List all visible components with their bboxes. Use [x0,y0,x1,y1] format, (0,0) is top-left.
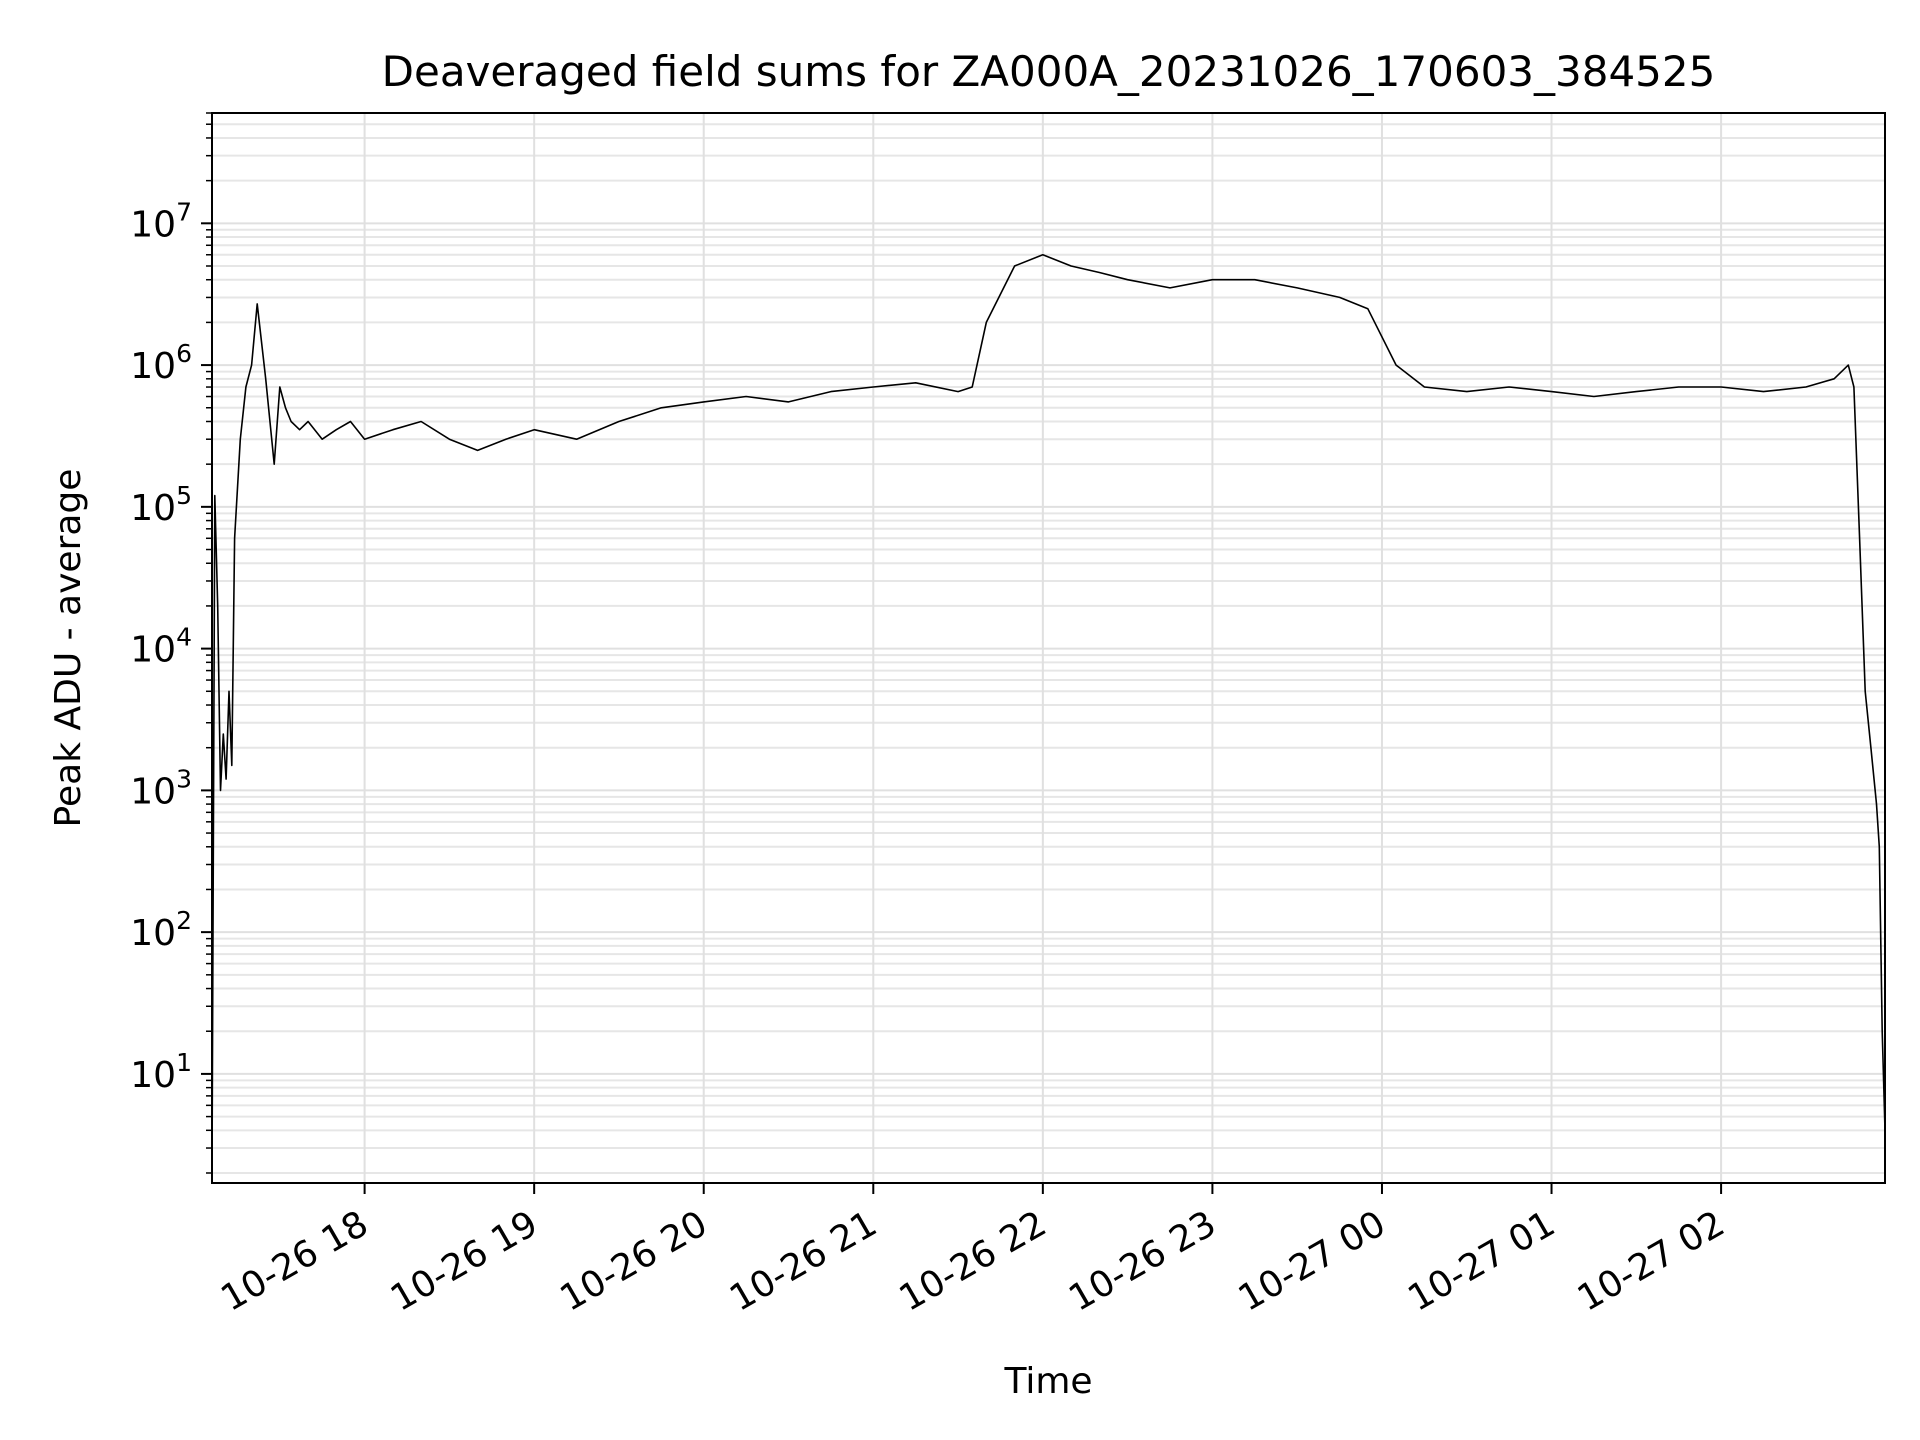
series-line [211,254,1886,1174]
y-tick-label: 102 [130,906,192,954]
data-layer [211,254,1886,1174]
y-tick-label: 103 [130,764,192,812]
x-axis-label: Time [1003,1361,1092,1402]
y-tick-label: 107 [130,197,192,245]
chart-title: Deaveraged field sums for ZA000A_2023102… [382,47,1716,96]
y-tick-label: 104 [130,623,192,671]
y-tick-label: 106 [130,339,192,387]
y-tick-label: 105 [130,481,192,529]
y-axis-label: Peak ADU - average [48,469,89,828]
y-tick-label: 101 [130,1048,192,1096]
